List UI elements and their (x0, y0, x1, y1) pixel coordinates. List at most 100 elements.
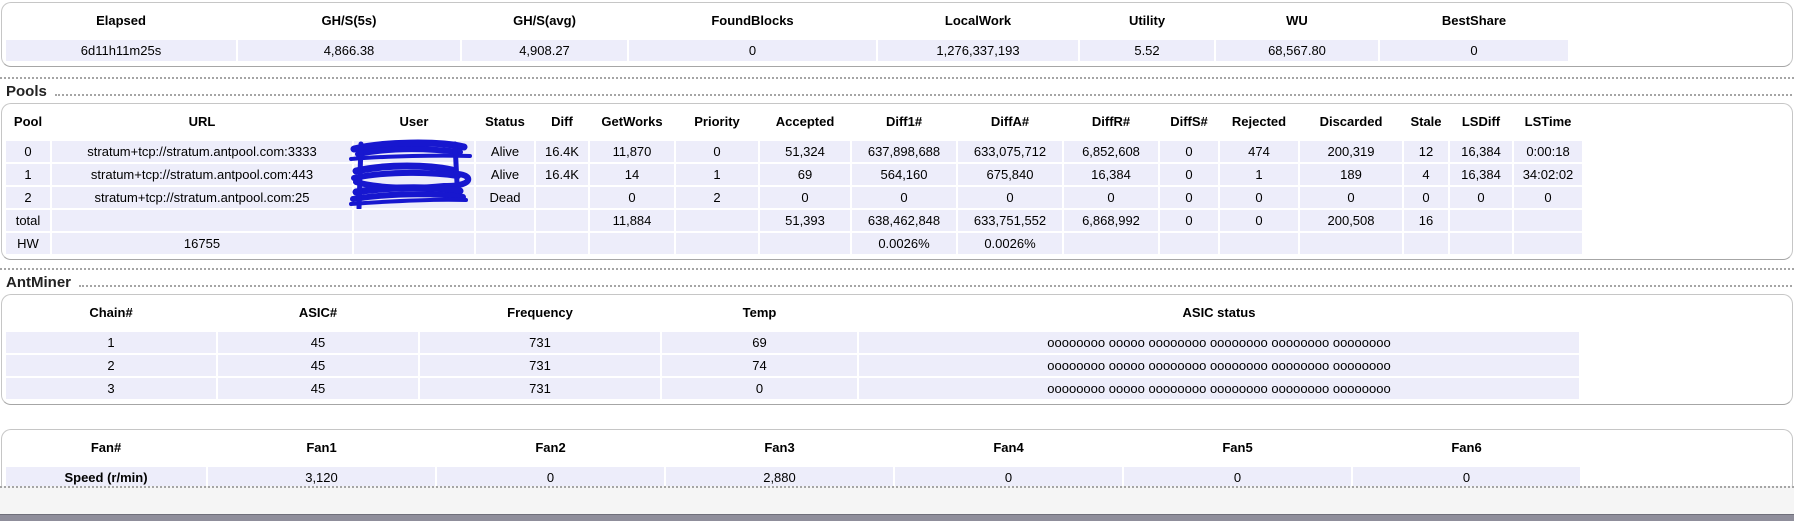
col-header-lsdiff: LSDiff (1461, 114, 1501, 129)
pool-status (476, 210, 534, 231)
pool-accepted: 0 (760, 187, 850, 208)
fan5-speed: 0 (1124, 467, 1351, 488)
pool-getworks: 11,884 (590, 210, 674, 231)
summary-header-row: Elapsed GH/S(5s) GH/S(avg) FoundBlocks L… (6, 7, 1568, 38)
pool-lsdiff: 16,384 (1450, 141, 1512, 162)
pool-status (476, 233, 534, 254)
col-header-utility: Utility (1128, 13, 1166, 28)
col-header-stale: Stale (1410, 114, 1442, 129)
pool-diffa: 0.0026% (958, 233, 1062, 254)
pool-stale: 4 (1404, 164, 1448, 185)
pool-user (354, 233, 474, 254)
chain-row-1: 1 45 731 69 oooooooo ooooo oooooooo oooo… (6, 332, 1579, 353)
pool-diffs (1160, 233, 1218, 254)
pool-priority: 1 (676, 164, 758, 185)
utility-value: 5.52 (1080, 40, 1214, 61)
dotted-separator (0, 77, 1794, 79)
col-header-ghs5s: GH/S(5s) (321, 13, 377, 28)
pool-url: stratum+tcp://stratum.antpool.com:25 (52, 187, 352, 208)
pool-diffs: 0 (1160, 210, 1218, 231)
pool-diff1: 0.0026% (852, 233, 956, 254)
pool-stale (1404, 233, 1448, 254)
col-header-status: Status (485, 114, 525, 129)
pool-diffr: 16,384 (1064, 164, 1158, 185)
col-header-user: User (399, 114, 429, 129)
ghsavg-value: 4,908.27 (462, 40, 627, 61)
pool-diff1: 564,160 (852, 164, 956, 185)
pool-id: 0 (6, 141, 50, 162)
col-header-diffa: DiffA# (990, 114, 1030, 129)
pool-getworks: 0 (590, 187, 674, 208)
pool-id: 1 (6, 164, 50, 185)
chain-temp: 0 (662, 378, 857, 399)
pool-getworks: 11,870 (590, 141, 674, 162)
chain-asic-count: 45 (218, 332, 418, 353)
col-header-getworks: GetWorks (601, 114, 663, 129)
antminer-section-title: AntMiner (0, 274, 1794, 291)
col-header-asic-status: ASIC status (1182, 305, 1256, 320)
pool-diffa: 0 (958, 187, 1062, 208)
pool-row-2: 2 stratum+tcp://stratum.antpool.com:25 D… (6, 187, 1582, 208)
pool-diff (536, 233, 588, 254)
chain-asic-count: 45 (218, 355, 418, 376)
col-header-fan5: Fan5 (1222, 440, 1253, 455)
pool-diff1: 638,462,848 (852, 210, 956, 231)
col-header-temp: Temp (742, 305, 777, 320)
col-header-asic: ASIC# (298, 305, 338, 320)
pool-row-1: 1 stratum+tcp://stratum.antpool.com:443 … (6, 164, 1582, 185)
pool-diff (536, 187, 588, 208)
pool-diff (536, 210, 588, 231)
chain-row-2: 2 45 731 74 oooooooo ooooo oooooooo oooo… (6, 355, 1579, 376)
localwork-value: 1,276,337,193 (878, 40, 1078, 61)
pool-diff: 16.4K (536, 141, 588, 162)
fan3-speed: 2,880 (666, 467, 893, 488)
pool-accepted: 51,324 (760, 141, 850, 162)
bottom-bar (0, 514, 1794, 521)
pool-rejected: 0 (1220, 210, 1298, 231)
foundblocks-value: 0 (629, 40, 876, 61)
fan2-speed: 0 (437, 467, 664, 488)
pool-diff1: 0 (852, 187, 956, 208)
chain-row-3: 3 45 731 0 oooooooo ooooo oooooooo ooooo… (6, 378, 1579, 399)
pool-diffr (1064, 233, 1158, 254)
pool-url: 16755 (52, 233, 352, 254)
chain-id: 2 (6, 355, 216, 376)
pool-diffr: 0 (1064, 187, 1158, 208)
dotted-separator (0, 268, 1794, 270)
chain-frequency: 731 (420, 332, 660, 353)
col-header-fan: Fan# (90, 440, 122, 455)
dotted-rule (54, 93, 1792, 96)
col-header-priority: Priority (694, 114, 740, 129)
col-header-chain: Chain# (89, 305, 133, 320)
chain-id: 1 (6, 332, 216, 353)
pool-lstime: 34:02:02 (1514, 164, 1582, 185)
fan-speed-row-label: Speed (r/min) (6, 467, 206, 488)
pool-lstime (1514, 210, 1582, 231)
pool-diff1: 637,898,688 (852, 141, 956, 162)
pool-discarded: 189 (1300, 164, 1402, 185)
col-header-fan6: Fan6 (1451, 440, 1482, 455)
pools-panel: Pool URL User Status Diff GetWorks Prior… (1, 103, 1793, 260)
pools-header-row: Pool URL User Status Diff GetWorks Prior… (6, 108, 1582, 139)
pool-getworks (590, 233, 674, 254)
pool-diffs: 0 (1160, 187, 1218, 208)
pool-rejected: 474 (1220, 141, 1298, 162)
pool-priority (676, 233, 758, 254)
chain-temp: 69 (662, 332, 857, 353)
col-header-frequency: Frequency (507, 305, 573, 320)
fan4-speed: 0 (895, 467, 1122, 488)
pool-diff: 16.4K (536, 164, 588, 185)
pool-user (354, 187, 474, 208)
elapsed-value: 6d11h11m25s (6, 40, 236, 61)
antminer-title-label: AntMiner (6, 274, 71, 291)
pool-id: 2 (6, 187, 50, 208)
ghs5s-value: 4,866.38 (238, 40, 460, 61)
pool-lsdiff (1450, 210, 1512, 231)
pool-discarded (1300, 233, 1402, 254)
pool-stale: 12 (1404, 141, 1448, 162)
antminer-panel: Chain# ASIC# Frequency Temp ASIC status … (1, 294, 1793, 405)
wu-value: 68,567.80 (1216, 40, 1378, 61)
chain-asic-count: 45 (218, 378, 418, 399)
pool-diffa: 633,751,552 (958, 210, 1062, 231)
chains-header-row: Chain# ASIC# Frequency Temp ASIC status (6, 299, 1579, 330)
